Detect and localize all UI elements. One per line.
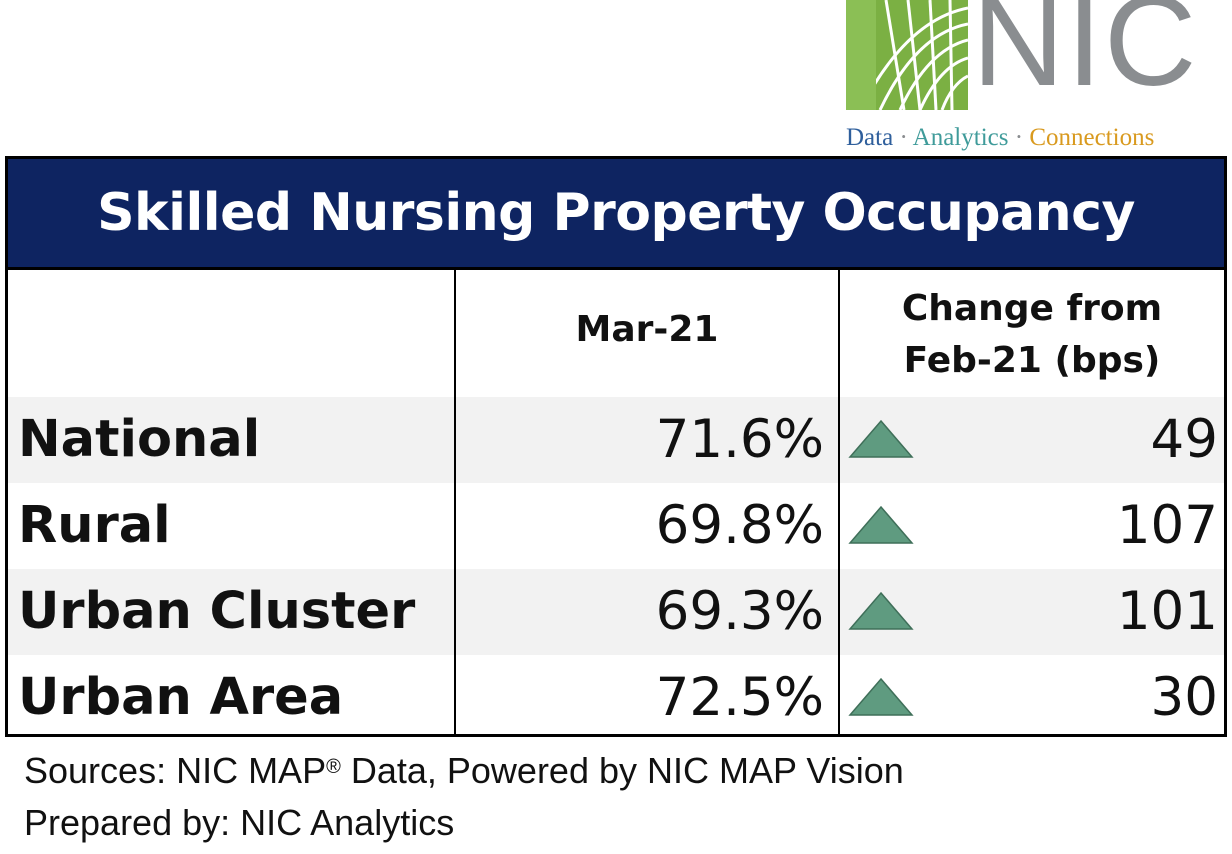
row-label: Urban Area: [18, 668, 344, 727]
row-label: National: [18, 410, 261, 469]
column-divider: [454, 270, 456, 734]
prepared-by-note: Prepared by: NIC Analytics: [24, 802, 455, 843]
up-triangle-icon: [848, 419, 914, 458]
sources-prefix: Sources: NIC MAP: [24, 750, 327, 791]
logo-mark-icon: [846, 0, 968, 110]
change-value: 101: [1116, 581, 1218, 642]
occupancy-value: 69.8%: [655, 495, 824, 556]
change-value: 30: [1150, 667, 1218, 728]
tagline-analytics: Analytics: [912, 124, 1009, 151]
change-value: 49: [1150, 409, 1218, 470]
occupancy-value: 71.6%: [655, 409, 824, 470]
column-header-change: Change from Feb-21 (bps): [840, 283, 1224, 387]
table-row: National 71.6% 49: [8, 397, 1224, 483]
column-header-change-line1: Change from: [901, 288, 1163, 329]
occupancy-value: 72.5%: [655, 667, 824, 728]
logo-letters: NIC: [972, 0, 1199, 113]
table-row: Urban Cluster 69.3% 101: [8, 569, 1224, 655]
column-header-change-line2: Feb-21 (bps): [903, 340, 1161, 381]
table-title: Skilled Nursing Property Occupancy: [97, 183, 1135, 243]
logo-tagline: Data · Analytics · Connections: [846, 124, 1226, 152]
footnotes: Sources: NIC MAP® Data, Powered by NIC M…: [24, 742, 904, 854]
column-divider: [838, 270, 840, 734]
table-header: Skilled Nursing Property Occupancy: [8, 159, 1224, 270]
up-triangle-icon: [848, 677, 914, 716]
row-label: Rural: [18, 496, 171, 555]
sources-suffix: Data, Powered by NIC MAP Vision: [340, 750, 904, 791]
change-value: 107: [1116, 495, 1218, 556]
column-header-month: Mar-21: [575, 309, 719, 350]
table-row: Rural 69.8% 107: [8, 483, 1224, 569]
sources-note: Sources: NIC MAP® Data, Powered by NIC M…: [24, 742, 904, 798]
nic-logo: NIC Data · Analytics · Connections: [840, 0, 1232, 155]
occupancy-value: 69.3%: [655, 581, 824, 642]
up-triangle-icon: [848, 591, 914, 630]
tagline-connections: Connections: [1029, 124, 1155, 151]
up-triangle-icon: [848, 505, 914, 544]
table-row: Urban Area 72.5% 30: [8, 655, 1224, 741]
tagline-separator: ·: [899, 124, 908, 151]
occupancy-table: Skilled Nursing Property Occupancy Natio…: [5, 156, 1227, 737]
row-label: Urban Cluster: [18, 582, 416, 641]
tagline-separator: ·: [1014, 124, 1024, 151]
tagline-data: Data: [846, 124, 894, 151]
registered-mark: ®: [326, 756, 341, 778]
